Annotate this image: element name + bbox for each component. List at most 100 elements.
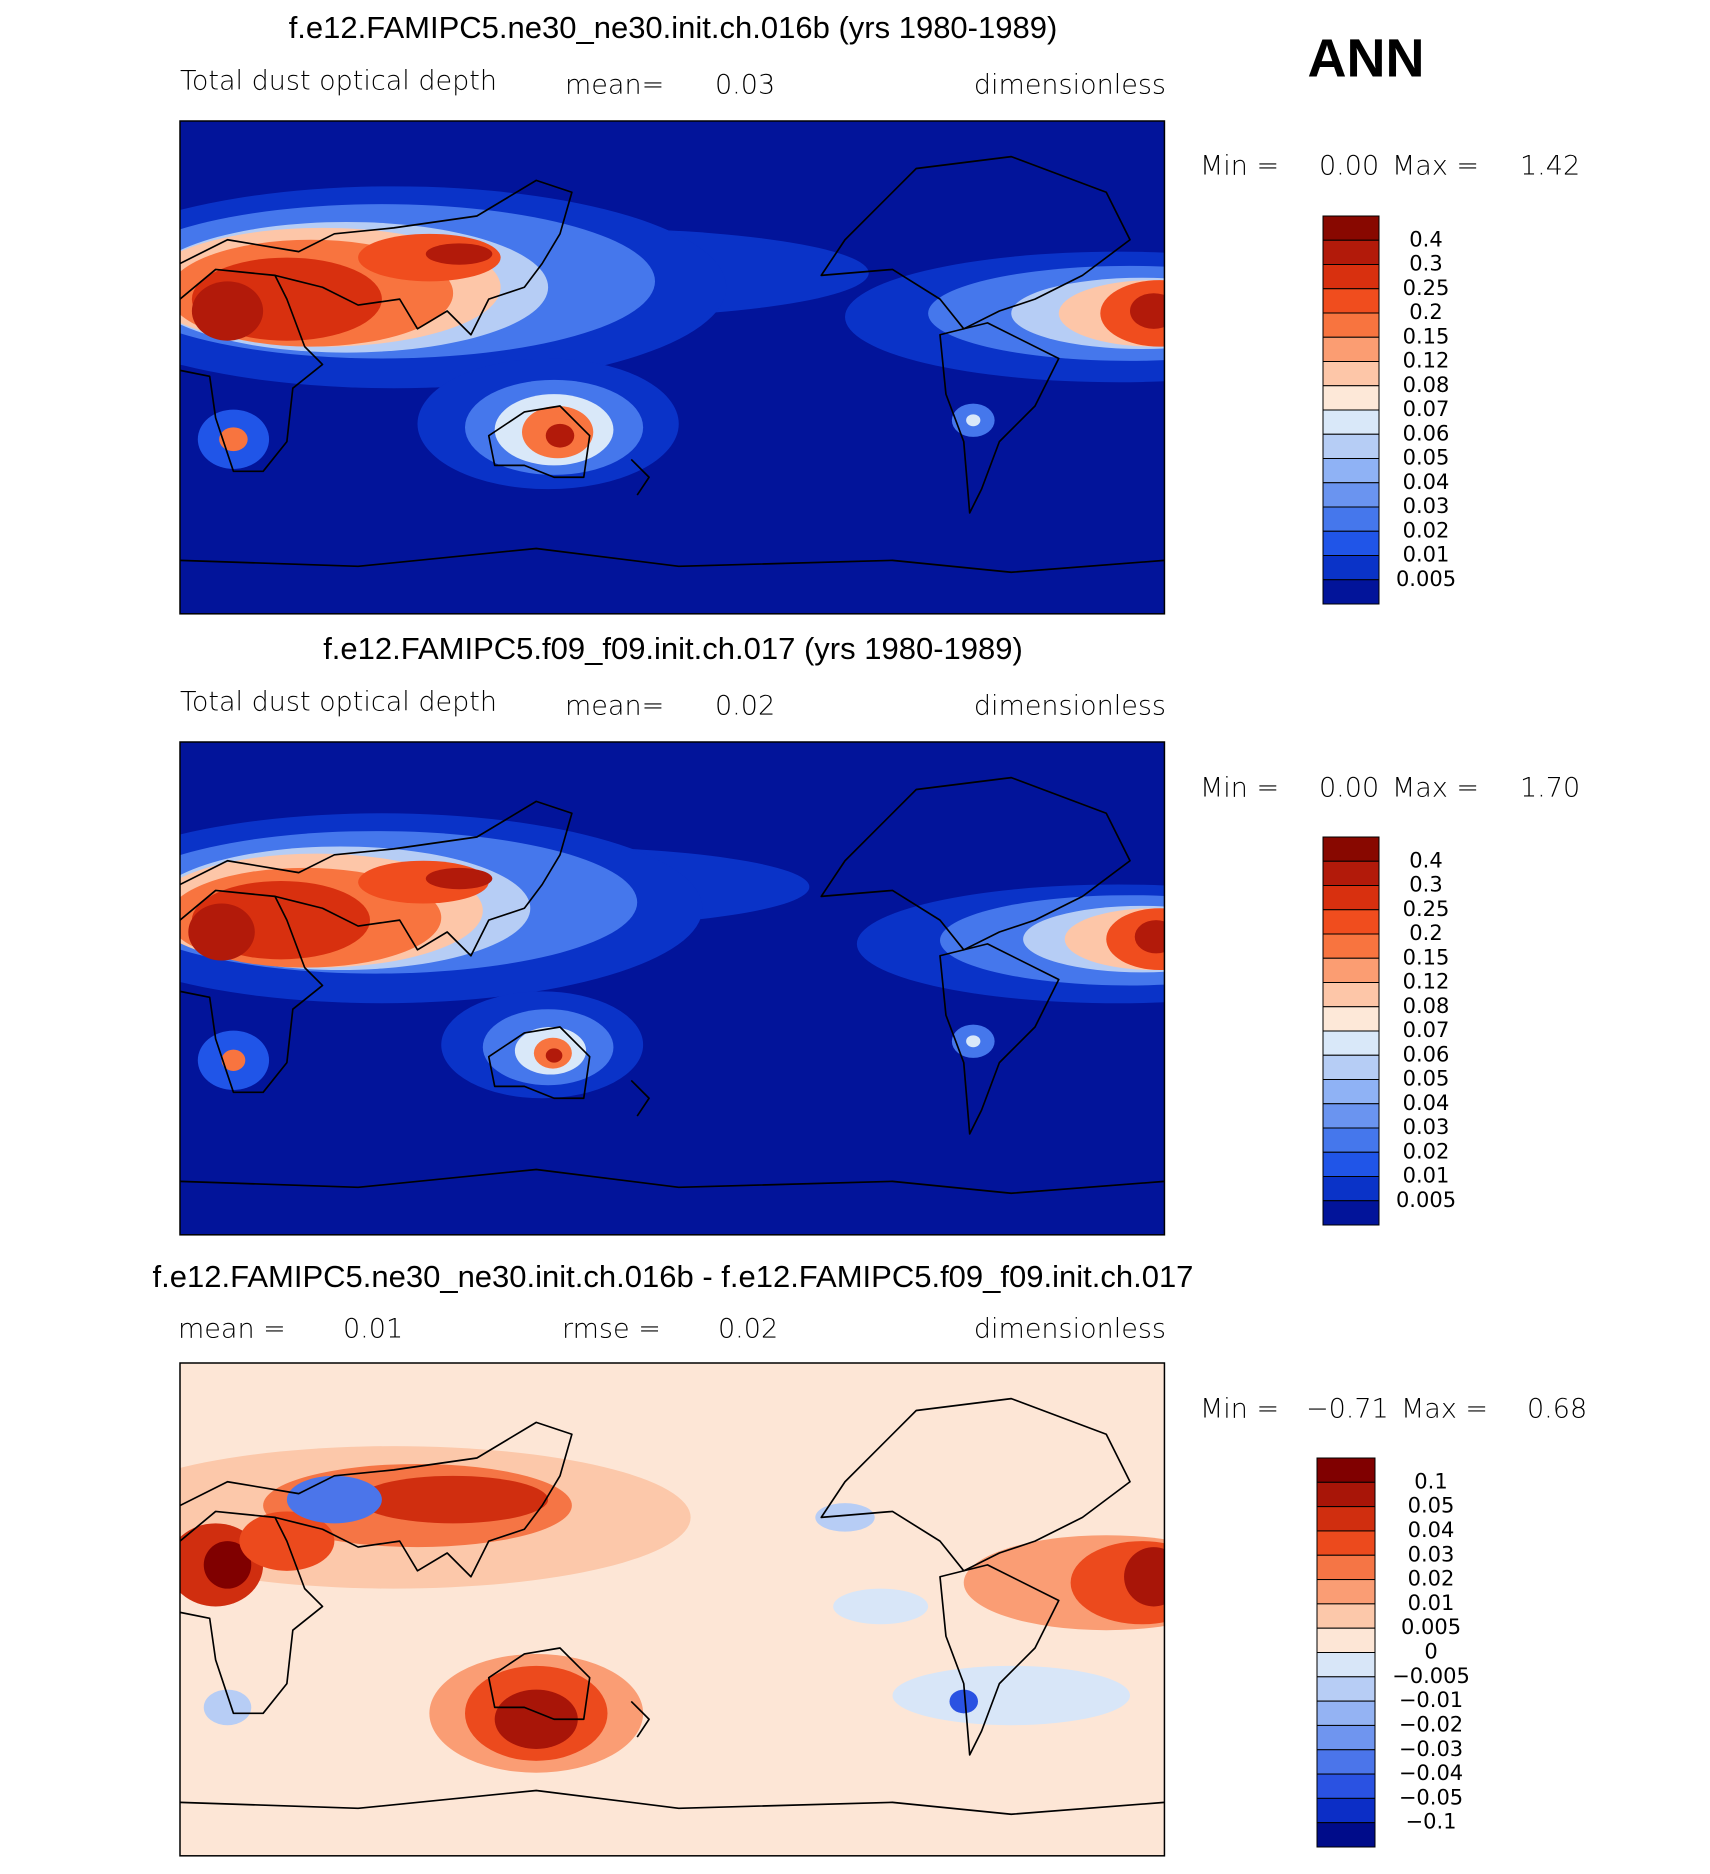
colorbar-swatch	[1322, 1127, 1380, 1153]
mean-value: 0.03	[715, 70, 775, 101]
contour-region	[1130, 293, 1165, 329]
colorbar-swatch	[1316, 1506, 1376, 1532]
contour-region	[203, 1689, 252, 1726]
colorbar-swatch	[1316, 1773, 1376, 1799]
coastline	[180, 179, 573, 336]
colorbar-label: 0.07	[1403, 397, 1450, 421]
colorbar-swatch	[1322, 836, 1380, 862]
colorbar-swatch	[1322, 409, 1380, 435]
colorbar-label: 0.01	[1403, 1164, 1450, 1188]
max-value: 1.42	[1520, 151, 1580, 182]
coastline	[180, 1789, 1165, 1816]
colorbar-label: 0.03	[1403, 1115, 1450, 1139]
colorbar-swatch	[1322, 264, 1380, 290]
coastline	[939, 1564, 1060, 1756]
colorbar-label: 0.04	[1403, 470, 1450, 494]
colorbar-label: 0.04	[1408, 1518, 1455, 1542]
colorbar-label: 0.07	[1403, 1018, 1450, 1042]
colorbar-swatch	[1316, 1481, 1376, 1508]
colorbar-label: −0.1	[1406, 1810, 1457, 1834]
colorbar-label: 0.05	[1408, 1494, 1455, 1518]
units: dimensionless	[974, 70, 1166, 101]
colorbar-label: 0.12	[1403, 349, 1450, 373]
colorbar-swatch	[1316, 1603, 1376, 1629]
colorbar-label: 0.01	[1403, 543, 1450, 567]
colorbar-swatch	[1322, 433, 1380, 459]
panel-title: f.e12.FAMIPC5.ne30_ne30.init.ch.016b (yr…	[289, 10, 1058, 45]
coastline	[180, 800, 573, 957]
contour-region	[949, 1689, 978, 1714]
colorbar-label: 0.06	[1403, 1042, 1450, 1066]
colorbar-swatch	[1322, 530, 1380, 556]
colorbar-swatch	[1322, 933, 1380, 959]
coastline	[487, 1026, 591, 1100]
units: dimensionless	[974, 1314, 1166, 1345]
max-label: Max =	[1401, 1394, 1488, 1425]
colorbar-swatch	[1322, 1176, 1380, 1202]
colorbar-swatch	[1322, 1006, 1380, 1032]
colorbar-swatch	[1316, 1652, 1376, 1678]
mean-label: mean =	[178, 1314, 286, 1345]
contour-region	[191, 281, 264, 341]
colorbar-label: 0.06	[1403, 421, 1450, 445]
coastline	[180, 547, 1165, 574]
colorbar-label: 0.03	[1403, 494, 1450, 518]
contour-region	[221, 1049, 246, 1071]
colorbar-label: 0.2	[1409, 300, 1442, 324]
coastline	[820, 1397, 1131, 1572]
colorbar-label: 0.15	[1403, 324, 1450, 348]
colorbar-swatch	[1322, 458, 1380, 484]
colorbar-label: −0.01	[1399, 1688, 1463, 1712]
contour-region	[425, 867, 493, 890]
colorbar-label: 0.03	[1408, 1542, 1455, 1566]
colorbar-label: 0.12	[1403, 970, 1450, 994]
colorbar-label: 0	[1424, 1640, 1437, 1664]
contour-region	[219, 427, 248, 452]
colorbar-swatch	[1322, 385, 1380, 411]
colorbar-label: −0.05	[1399, 1785, 1463, 1809]
colorbar-label: 0.005	[1396, 567, 1456, 591]
contour-region	[833, 1588, 929, 1625]
colorbar-swatch	[1322, 982, 1380, 1008]
colorbar-label: 0.3	[1409, 873, 1442, 897]
max-label: Max =	[1392, 151, 1479, 182]
colorbar-swatch	[1322, 312, 1380, 338]
min-value: −0.71	[1306, 1394, 1389, 1425]
colorbar-swatch	[1322, 885, 1380, 911]
contour-region	[358, 1475, 549, 1524]
colorbar-label: 0.05	[1403, 1067, 1450, 1091]
colorbar-swatch	[1316, 1457, 1376, 1483]
colorbar-swatch	[1316, 1797, 1376, 1824]
map-frame	[179, 741, 1166, 1236]
max-value: 1.70	[1520, 773, 1580, 804]
colorbar-swatch	[1322, 336, 1380, 362]
min-label: Min =	[1200, 151, 1279, 182]
colorbar-swatch	[1316, 1822, 1376, 1848]
mean-value: 0.02	[715, 691, 775, 722]
colorbar-label: 0.25	[1403, 897, 1450, 921]
field-name: Total dust optical depth	[180, 66, 497, 97]
colorbar-swatch	[1322, 957, 1380, 983]
coastline	[487, 405, 591, 479]
coastline	[630, 1079, 650, 1117]
map-frame	[179, 1362, 1166, 1857]
panel-title: f.e12.FAMIPC5.f09_f09.init.ch.017 (yrs 1…	[323, 631, 1023, 666]
colorbar-swatch	[1322, 1103, 1380, 1129]
colorbar-label: −0.04	[1399, 1761, 1463, 1785]
colorbar-label: 0.02	[1403, 1139, 1450, 1163]
map	[180, 121, 1165, 614]
coastline	[180, 1421, 573, 1578]
colorbar-swatch	[1322, 361, 1380, 387]
colorbar-swatch	[1322, 1200, 1380, 1226]
colorbar-swatch	[1322, 506, 1380, 532]
colorbar-swatch	[1322, 1030, 1380, 1056]
contour-region	[892, 1665, 1130, 1726]
coastline	[939, 322, 1060, 514]
coastline	[630, 458, 650, 496]
contour-region	[1124, 1547, 1165, 1607]
contour-region	[286, 1475, 382, 1524]
contour-region	[966, 1035, 981, 1048]
coastline	[487, 1647, 591, 1721]
colorbar-label: 0.005	[1396, 1188, 1456, 1212]
